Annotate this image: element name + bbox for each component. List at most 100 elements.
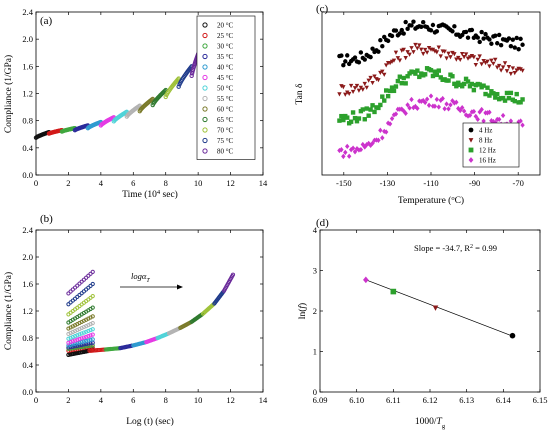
- data-point-c: [518, 67, 523, 72]
- data-point-c: [393, 50, 399, 55]
- data-point-c: [450, 50, 455, 56]
- data-point-b: [68, 335, 73, 340]
- data-point-b: [90, 305, 95, 310]
- data-point-c: [337, 92, 342, 97]
- y-tick-label-a: 0.8: [22, 116, 33, 126]
- data-point-c: [397, 58, 403, 63]
- y-tick-label-b: 2.4: [22, 225, 33, 235]
- data-point-c: [520, 42, 525, 47]
- data-point-c: [428, 68, 434, 73]
- data-point-a: [176, 84, 181, 89]
- data-point-c: [368, 107, 373, 112]
- panel-a: (a) 0 2 4 6 8 10 12 14 0.0 0.4 0.8 1.2 1.6 2.0 2.4 20 …: [3, 7, 268, 200]
- data-point-c: [395, 78, 401, 84]
- y-tick-label-d: 4: [313, 225, 318, 235]
- data-point-b: [77, 336, 82, 342]
- data-point-c: [469, 81, 475, 87]
- data-point-a: [189, 73, 194, 79]
- y-tick-label-a: 0.0: [22, 170, 33, 180]
- data-point-c: [475, 57, 480, 62]
- data-point-c: [341, 85, 346, 90]
- data-point-b: [90, 294, 95, 299]
- data-point-c: [376, 78, 381, 83]
- legend-label-a: 45 °C: [217, 74, 234, 82]
- data-point-c: [446, 51, 451, 56]
- data-point-c: [430, 22, 436, 28]
- data-point-b: [86, 328, 91, 334]
- master-point-b: [230, 272, 236, 277]
- x-tick-label-b: 12: [226, 395, 235, 405]
- x-tick-label-a: 14: [259, 178, 268, 188]
- data-point-c: [477, 82, 482, 87]
- raw-curve-b-10: [66, 294, 95, 317]
- raw-curve-b-8: [66, 314, 95, 331]
- data-point-c: [475, 116, 480, 122]
- legend-label-a: 80 °C: [217, 148, 234, 156]
- data-point-b: [88, 333, 93, 338]
- x-tick-label-a: 4: [99, 178, 104, 188]
- data-point-c: [452, 24, 457, 29]
- data-point-c: [370, 103, 375, 108]
- data-point-c: [364, 106, 369, 111]
- data-point-c: [487, 37, 492, 42]
- y-tick-label-a: 1.2: [22, 89, 33, 99]
- data-point-c: [458, 57, 463, 63]
- data-point-b: [90, 337, 95, 342]
- x-axis-label-c: Temperature (oC): [398, 195, 464, 207]
- data-point-c: [430, 47, 436, 52]
- data-point-b: [84, 334, 89, 339]
- data-point-c: [399, 80, 404, 86]
- x-tick-label-a: 10: [194, 178, 203, 188]
- x-axis-label-d: 1000/Tg: [415, 417, 446, 430]
- y-tick-label-d: 1: [313, 347, 317, 357]
- data-point-c: [485, 59, 490, 64]
- x-tick-label-d: 6.10: [349, 395, 364, 405]
- data-point-c: [391, 58, 397, 63]
- data-point-c: [348, 119, 354, 124]
- data-point-c: [512, 98, 517, 104]
- x-tick-label-d: 6.15: [533, 395, 548, 405]
- data-point-c: [508, 90, 514, 96]
- y-tick-label-b: 2.0: [22, 252, 33, 262]
- data-point-c: [421, 19, 426, 25]
- panel-label-a: (a): [40, 15, 53, 27]
- legend-label-a: 50 °C: [217, 85, 234, 93]
- raw-curve-b-6: [66, 327, 95, 341]
- x-tick-label-a: 12: [226, 178, 235, 188]
- data-point-c: [446, 78, 451, 83]
- shift-factor-label-b: logαT: [131, 271, 150, 284]
- data-point-c: [424, 50, 430, 55]
- data-point-b: [90, 281, 95, 287]
- data-point-c: [370, 80, 375, 86]
- x-tick-label-a: 6: [131, 178, 135, 188]
- data-point-c: [483, 31, 488, 37]
- series-a-9: [150, 87, 168, 108]
- data-point-c: [498, 68, 504, 73]
- data-point-c: [350, 110, 356, 115]
- data-point-c: [452, 52, 457, 57]
- data-point-c: [514, 35, 519, 41]
- data-point-c: [372, 74, 377, 79]
- panel-label-d: (d): [316, 217, 329, 229]
- data-point-c: [417, 43, 422, 48]
- raw-curve-b-7: [66, 321, 95, 337]
- data-point-c: [454, 83, 459, 89]
- data-point-c: [385, 93, 391, 99]
- data-point-b: [66, 340, 71, 345]
- legend-label-c: 8 Hz: [479, 137, 492, 145]
- x-tick-label-a: 2: [66, 178, 70, 188]
- x-tick-label-d: 6.09: [313, 395, 328, 405]
- data-point-c: [434, 29, 440, 34]
- y-axis-label-c: Tan δ: [295, 83, 305, 104]
- raw-curve-b-5: [66, 332, 95, 345]
- data-point-c: [343, 59, 348, 64]
- data-point-c: [479, 62, 484, 67]
- data-point-c: [506, 96, 512, 101]
- legend-label-a: 55 °C: [217, 95, 234, 103]
- data-point-c: [422, 99, 428, 106]
- data-point-b: [86, 333, 91, 339]
- legend-label-c: 4 Hz: [479, 127, 492, 135]
- data-point-c: [520, 68, 525, 73]
- series-c-3: [337, 93, 525, 160]
- data-point-c: [366, 78, 371, 83]
